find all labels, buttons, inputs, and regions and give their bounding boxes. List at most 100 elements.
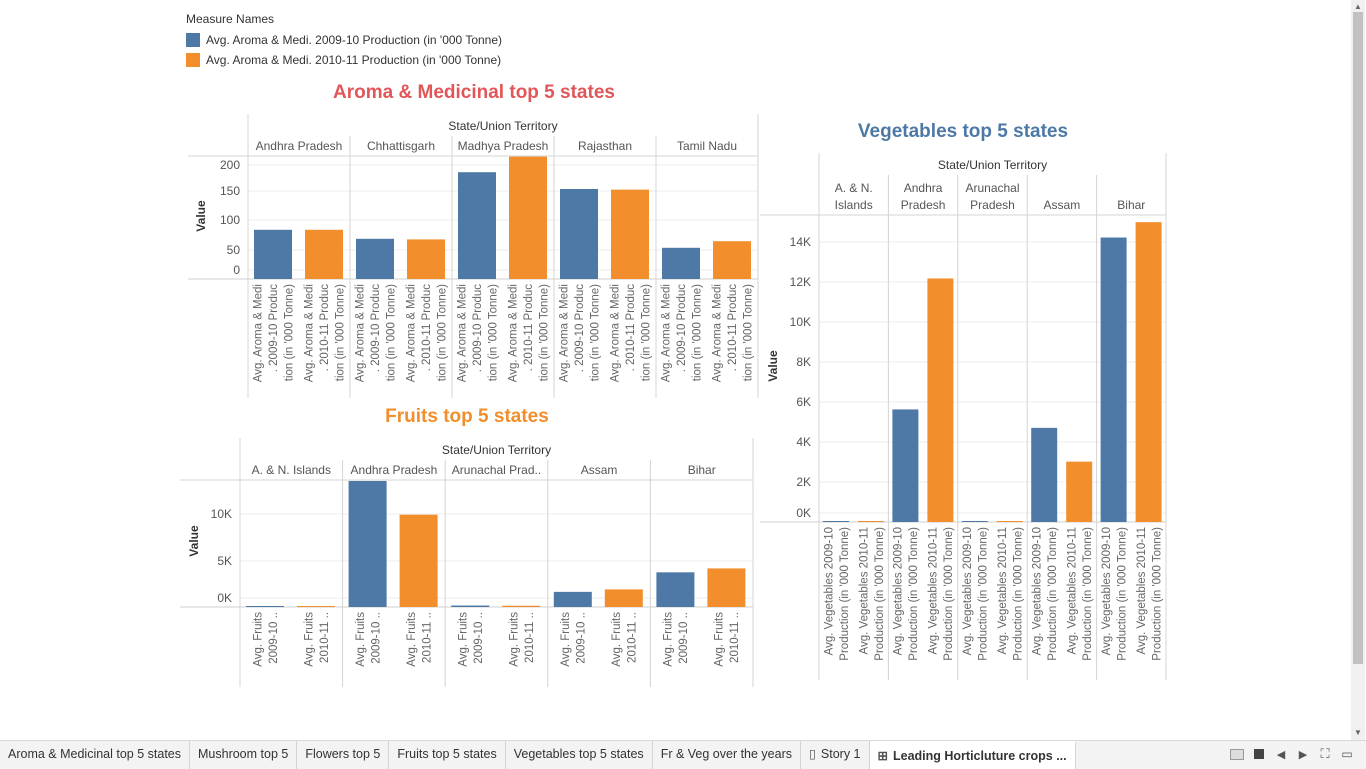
sheet-tab[interactable]: ▯ Story 1 — [801, 741, 870, 769]
measure-label: Production (in '000 Tonne) — [908, 527, 920, 661]
measure-label: 2010-11 .. — [627, 612, 639, 663]
measure-label: Avg. Fruits — [303, 612, 315, 667]
bar[interactable] — [604, 589, 643, 607]
measure-label: Avg. Vegetables 2010-11 — [997, 527, 1009, 654]
measure-label: . 2009-10 Produc — [676, 284, 688, 372]
measure-label: Avg. Aroma & Medi — [712, 284, 724, 382]
sheet-tab-label: Aroma & Medicinal top 5 states — [8, 747, 181, 761]
measure-label: Avg. Aroma & Medi — [661, 284, 673, 382]
bar[interactable] — [858, 521, 884, 522]
y-tick-label: 50 — [227, 243, 241, 257]
next-sheet-icon[interactable]: ▶ — [1298, 748, 1308, 761]
bar[interactable] — [1100, 237, 1127, 522]
scroll-up-arrow-icon[interactable]: ▲ — [1354, 2, 1362, 11]
bar[interactable] — [713, 241, 751, 279]
measure-label: Avg. Vegetables 2010-11 — [1136, 527, 1148, 654]
bar[interactable] — [502, 605, 541, 607]
y-tick-label: 8K — [796, 355, 811, 369]
bar[interactable] — [399, 514, 438, 607]
measure-label: tion (in '000 Tonne) — [641, 284, 653, 381]
show-filmstrip-icon[interactable] — [1226, 743, 1248, 765]
tab-controls: ◀ ▶ ⛶ ▭ — [1226, 743, 1358, 765]
bar[interactable] — [356, 238, 394, 279]
bar[interactable] — [961, 521, 988, 522]
bar[interactable] — [297, 606, 335, 607]
category-header: Rajasthan — [578, 139, 632, 153]
sheet-tab-label: Vegetables top 5 states — [513, 747, 644, 761]
bar[interactable] — [1135, 222, 1162, 522]
bar[interactable] — [305, 229, 343, 279]
bar[interactable] — [1066, 461, 1093, 522]
sheet-tab[interactable]: Aroma & Medicinal top 5 states — [0, 741, 190, 769]
dashboard-charts: Aroma & Medicinal top 5 states State/Unio… — [180, 82, 1167, 687]
sheet-tab[interactable]: Fr & Veg over the years — [653, 741, 801, 769]
bar[interactable] — [996, 521, 1023, 522]
bar[interactable] — [509, 156, 547, 279]
measure-label: . 2009-10 Produc — [268, 284, 280, 372]
scroll-down-arrow-icon[interactable]: ▼ — [1354, 728, 1362, 737]
bar[interactable] — [662, 247, 700, 279]
y-tick-label: 5K — [217, 554, 232, 568]
measure-label: Avg. Fruits — [663, 612, 675, 667]
bar[interactable] — [1031, 427, 1058, 522]
bar[interactable] — [927, 278, 954, 522]
previous-sheet-icon[interactable]: ◀ — [1276, 748, 1286, 761]
measure-label: tion (in '000 Tonne) — [335, 284, 347, 381]
legend-item-2010[interactable]: Avg. Aroma & Medi. 2010-11 Production (i… — [186, 50, 502, 70]
vertical-scrollbar[interactable]: ▲ ▼ — [1351, 0, 1365, 740]
measure-label: tion (in '000 Tonne) — [539, 284, 551, 381]
show-tabs-icon[interactable] — [1248, 743, 1270, 765]
category-header: Bihar — [688, 463, 716, 477]
column-header-title: State/Union Territory — [938, 158, 1047, 172]
measure-label: Avg. Fruits — [406, 612, 418, 667]
measure-label: 2010-11 .. — [319, 612, 331, 663]
measure-label: Avg. Aroma & Medi — [253, 284, 265, 382]
measure-label: Production (in '000 Tonne) — [1047, 527, 1059, 661]
bar[interactable] — [348, 480, 387, 607]
bar[interactable] — [611, 189, 649, 279]
measure-label: 2009-10 .. — [473, 612, 485, 664]
scrollbar-thumb[interactable] — [1353, 12, 1363, 664]
sheet-tab[interactable]: Fruits top 5 states — [389, 741, 506, 769]
y-tick-label: 0 — [233, 263, 240, 277]
sheet-tab[interactable]: Vegetables top 5 states — [506, 741, 653, 769]
measure-label: Avg. Aroma & Medi — [457, 284, 469, 382]
measure-label: . 2010-11 Produc — [421, 284, 433, 372]
measure-label: . 2010-11 Produc — [727, 284, 739, 372]
bar[interactable] — [407, 239, 445, 279]
category-header: Andhra Pradesh — [901, 181, 946, 212]
bar[interactable] — [656, 572, 695, 607]
sheet-tab[interactable]: Flowers top 5 — [297, 741, 390, 769]
bar[interactable] — [823, 521, 849, 522]
measure-label: Avg. Fruits — [560, 612, 572, 667]
measure-label: tion (in '000 Tonne) — [284, 284, 296, 381]
measure-label: Avg. Vegetables 2009-10 — [823, 527, 835, 655]
bar[interactable] — [458, 172, 496, 279]
legend-title: Measure Names — [186, 12, 275, 26]
measure-label: 2009-10 .. — [576, 612, 588, 664]
measure-label: Production (in '000 Tonne) — [943, 527, 955, 661]
measure-label: Avg. Aroma & Medi — [559, 284, 571, 382]
story-icon: ▯ — [809, 747, 816, 761]
present-icon[interactable]: ▭ — [1341, 747, 1353, 761]
bar[interactable] — [246, 606, 284, 607]
bar[interactable] — [560, 189, 598, 279]
measure-label: tion (in '000 Tonne) — [743, 284, 755, 381]
legend-label: Avg. Aroma & Medi. 2010-11 Production (i… — [206, 53, 502, 67]
dashboard-icon: ⊞ — [877, 749, 888, 763]
measure-label: Avg. Vegetables 2010-11 — [928, 527, 940, 654]
bar[interactable] — [451, 605, 490, 607]
sheet-tab[interactable]: Mushroom top 5 — [190, 741, 298, 769]
legend-item-2009[interactable]: Avg. Aroma & Medi. 2009-10 Production (i… — [186, 30, 502, 50]
measure-label: . 2010-11 Produc — [523, 284, 535, 372]
bar[interactable] — [553, 591, 592, 607]
y-axis-label: Value — [187, 525, 201, 557]
bar[interactable] — [707, 568, 746, 607]
measure-label: Production (in '000 Tonne) — [1082, 527, 1094, 661]
y-tick-label: 10K — [790, 315, 811, 329]
column-header-title: State/Union Territory — [442, 443, 551, 457]
fullscreen-icon[interactable]: ⛶ — [1320, 746, 1330, 761]
bar[interactable] — [892, 409, 919, 522]
bar[interactable] — [254, 229, 292, 279]
sheet-tab[interactable]: ⊞ Leading Horticluture crops ... — [869, 741, 1076, 769]
